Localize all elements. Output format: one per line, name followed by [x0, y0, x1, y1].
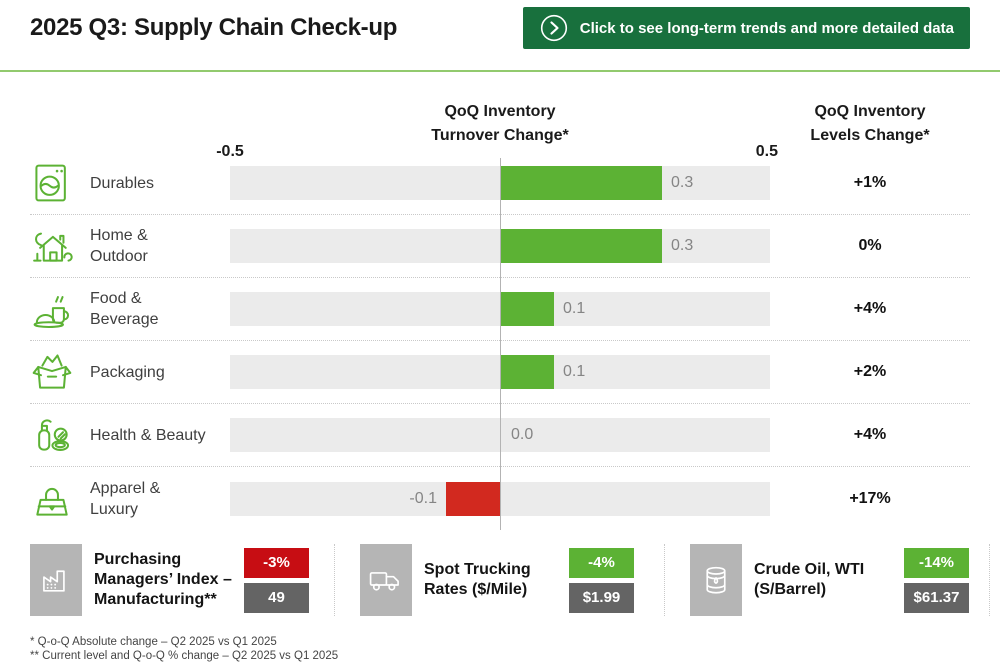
- chart-header-row: QoQ Inventory Turnover Change* -0.5 0.5 …: [30, 98, 970, 160]
- cta-label: Click to see long-term trends and more d…: [579, 19, 954, 37]
- category-label: Health & Beauty: [90, 426, 206, 444]
- axis-label-max: 0.5: [755, 143, 778, 160]
- truck-icon: [360, 544, 412, 616]
- handbag-icon: [30, 477, 74, 521]
- category-label: Food & Beverage: [90, 290, 159, 328]
- levels-axis-title: QoQ Inventory Levels Change*: [810, 103, 930, 144]
- turnover-bar: [500, 166, 662, 200]
- turnover-bar: [500, 292, 554, 326]
- factory-icon: [30, 544, 82, 616]
- kpi-label: Purchasing Managers’ Index – Manufacturi…: [94, 551, 232, 608]
- category-label: Durables: [90, 174, 155, 192]
- kpi-change-badge: -3%: [244, 547, 309, 578]
- levels-value: +1%: [853, 174, 887, 191]
- levels-value: +2%: [853, 363, 887, 380]
- levels-header-cell: QoQ Inventory Levels Change*: [770, 98, 970, 152]
- cosmetics-icon: [30, 413, 74, 457]
- footnote: * Q-o-Q Absolute change – Q2 2025 vs Q1 …: [30, 636, 277, 648]
- levels-value: +17%: [849, 489, 891, 507]
- kpi-card: Spot Trucking Rates ($/Mile) -4% $1.99: [335, 544, 665, 616]
- kpi-card: Purchasing Managers’ Index – Manufacturi…: [30, 544, 335, 616]
- category-rows: Durables 0.3 +1% Home & Outdoor 0.3 0% F…: [30, 152, 970, 530]
- kpi-badges: -4% $1.99: [569, 547, 634, 613]
- food-beverage-icon: [30, 287, 74, 331]
- kpi-label: Crude Oil, WTI (S/Barrel): [754, 561, 865, 598]
- washing-machine-icon: [30, 161, 74, 205]
- category-label: Apparel & Luxury: [90, 479, 161, 518]
- kpi-level-badge: 49: [244, 582, 309, 613]
- footnotes: * Q-o-Q Absolute change – Q2 2025 vs Q1 …: [30, 636, 1000, 663]
- page-header: 2025 Q3: Supply Chain Check-up Click to …: [0, 0, 1000, 72]
- turnover-value: 0.3: [671, 237, 694, 254]
- kpi-badges: -14% $61.37: [904, 547, 969, 613]
- axis-label-min: -0.5: [216, 143, 244, 160]
- head-spacer: [30, 98, 230, 152]
- turnover-value: 0.3: [671, 174, 694, 191]
- turnover-bar: [500, 229, 662, 263]
- turnover-header-cell: QoQ Inventory Turnover Change* -0.5 0.5: [216, 98, 778, 160]
- zero-axis-line: [500, 158, 501, 530]
- kpi-change-badge: -14%: [904, 547, 969, 578]
- levels-value: +4%: [853, 426, 887, 443]
- turnover-value: -0.1: [409, 489, 437, 507]
- category-label: Home & Outdoor: [90, 227, 148, 265]
- open-box-icon: [30, 350, 74, 394]
- turnover-value: 0.0: [511, 426, 534, 443]
- turnover-bar: [446, 481, 500, 516]
- long-term-trends-button[interactable]: Click to see long-term trends and more d…: [522, 7, 970, 49]
- turnover-value: 0.1: [563, 300, 586, 317]
- kpi-level-badge: $1.99: [569, 582, 634, 613]
- category-label: Packaging: [90, 363, 165, 381]
- kpi-change-badge: -4%: [569, 547, 634, 578]
- turnover-axis-title: QoQ Inventory Turnover Change*: [431, 103, 569, 144]
- kpi-card: Crude Oil, WTI (S/Barrel) -14% $61.37: [665, 544, 990, 616]
- levels-value: 0%: [858, 237, 882, 254]
- kpi-badges: -3% 49: [244, 547, 309, 613]
- kpi-level-badge: $61.37: [904, 582, 969, 613]
- house-icon: [30, 224, 74, 268]
- turnover-value: 0.1: [563, 363, 586, 380]
- kpi-label: Spot Trucking Rates ($/Mile): [424, 561, 531, 598]
- circle-arrow-icon: [540, 14, 567, 42]
- footnote: ** Current level and Q-o-Q % change – Q2…: [30, 649, 339, 662]
- levels-value: +4%: [853, 300, 887, 317]
- page-title: 2025 Q3: Supply Chain Check-up: [30, 14, 398, 41]
- turnover-bar: [500, 355, 554, 389]
- kpi-section: Purchasing Managers’ Index – Manufacturi…: [30, 544, 990, 616]
- oil-barrel-icon: [690, 544, 742, 616]
